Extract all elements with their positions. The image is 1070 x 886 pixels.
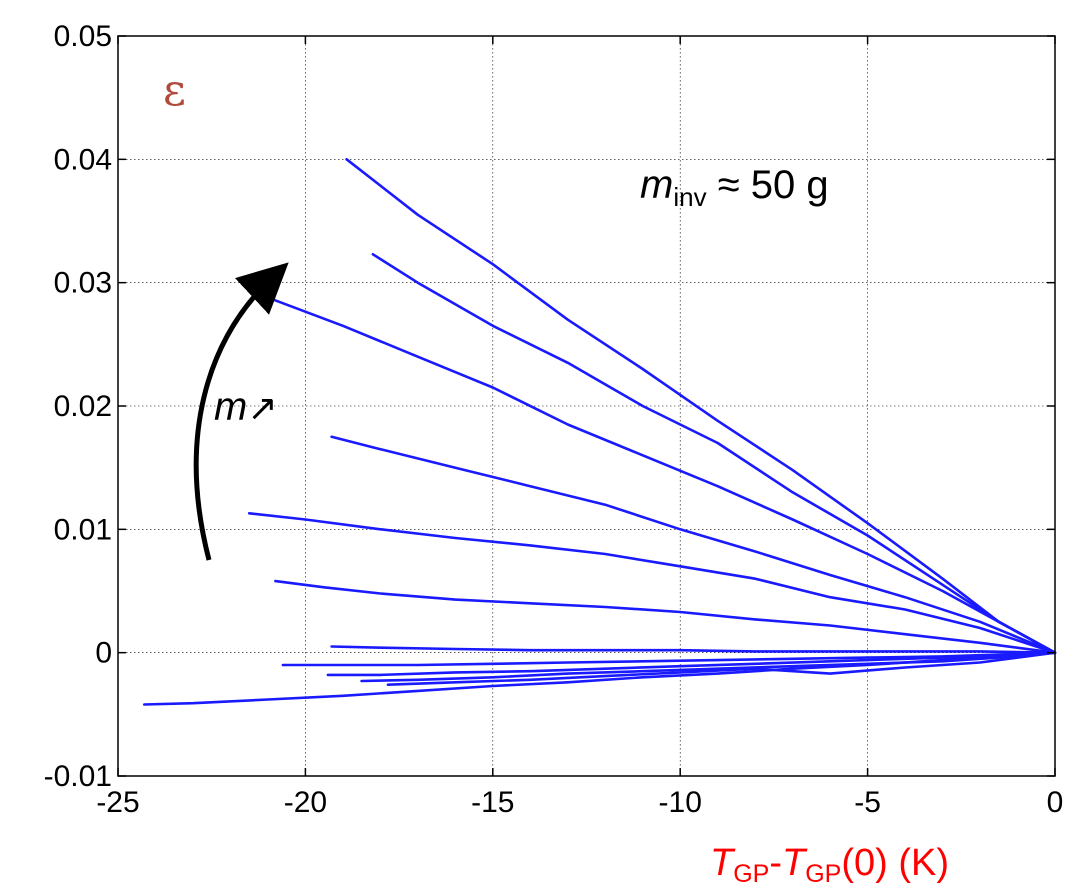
x-axis-label-dash: - [769, 842, 782, 884]
series-line [326, 651, 1057, 677]
y-tick-label: 0.02 [54, 390, 112, 423]
y-tick-label: 0.04 [54, 143, 112, 176]
series-line [345, 158, 1057, 655]
series-line [262, 294, 1057, 655]
series-line [330, 435, 1057, 655]
x-axis-label-sub2: GP [805, 860, 841, 886]
y-tick-label: 0.05 [54, 20, 112, 53]
series-line [386, 651, 1057, 687]
series-line [274, 579, 1057, 655]
y-tick-label: 0.01 [54, 513, 112, 546]
mass-annotation: minv ≈ 50 g [640, 163, 829, 212]
series-line [330, 645, 1057, 655]
y-axis-label: ε [163, 65, 186, 116]
x-axis-label-sub1: GP [733, 860, 769, 886]
x-tick-label: -5 [854, 786, 881, 819]
y-tick-label: -0.01 [44, 760, 112, 793]
x-tick-label: 0 [1047, 786, 1064, 819]
series-line [247, 511, 1057, 655]
arrow-label-m: m [214, 385, 247, 429]
x-axis-label-t2: T [782, 842, 808, 884]
axis-ticks: -25 -20 -15 -10 -5 0 -0.01 0 0.01 0.02 0.03 0.04 0.0… [44, 20, 1064, 819]
series-line [142, 651, 1057, 706]
data-series [142, 158, 1057, 706]
x-axis-label: TGP-TGP(0) (K) [710, 842, 949, 886]
series-line [371, 253, 1057, 655]
x-tick-label: -15 [471, 786, 514, 819]
mass-annotation-rest: ≈ 50 g [707, 163, 829, 207]
x-tick-label: -20 [284, 786, 327, 819]
x-axis-label-t1: T [710, 842, 736, 884]
x-axis-label-rest: (0) (K) [841, 842, 949, 884]
mass-annotation-sub: inv [673, 182, 706, 212]
mass-annotation-m: m [640, 163, 673, 207]
arrow-label: m↗ [214, 385, 278, 429]
y-tick-label: 0.03 [54, 267, 112, 300]
x-tick-label: -10 [659, 786, 702, 819]
y-tick-label: 0 [95, 637, 112, 670]
curved-arrow [193, 262, 289, 561]
x-tick-label: -25 [96, 786, 139, 819]
arrow-label-arrow: ↗ [247, 388, 277, 429]
